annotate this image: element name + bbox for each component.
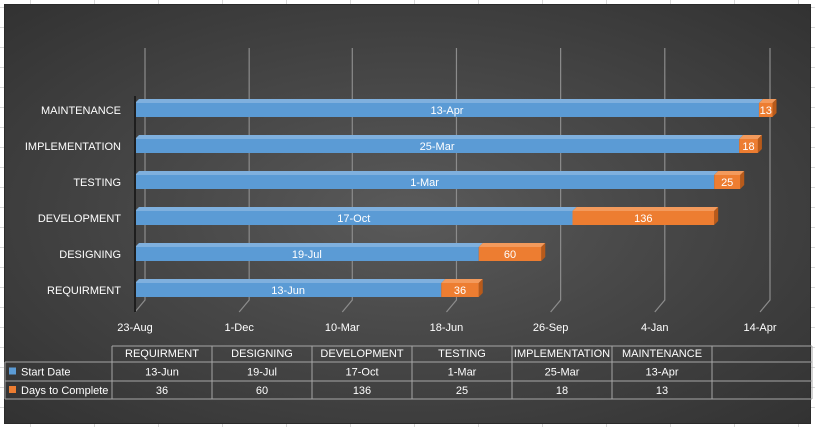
category-label: TESTING [73,177,121,189]
category-label: MAINTENANCE [41,105,121,117]
legend-label: Start Date [21,367,71,379]
table-header: DEVELOPMENT [320,348,403,360]
data-label: 36 [454,285,466,297]
bar-front-face [572,211,715,225]
x-tick-label: 14-Apr [743,322,776,334]
data-label: 60 [504,249,516,261]
x-tick-label: 10-Mar [325,322,360,334]
bar-side-face [541,243,546,261]
data-label: 25-Mar [420,141,455,153]
bar-days-to-complete: 36 [441,279,483,297]
gridline [238,48,250,313]
bar-top-face [758,99,777,103]
bar-days-to-complete: 25 [714,171,745,189]
bar-front-face [135,139,740,153]
data-label: 17-Oct [337,213,370,225]
table-header: DESIGNING [231,348,293,360]
table-cell: 25-Mar [545,367,580,379]
bar-start-date: 19-Jul [135,243,483,261]
data-label: 136 [634,213,652,225]
bar-start-date: 25-Mar [135,135,744,153]
bar-side-face [772,99,777,117]
gridline [341,48,353,313]
gridline [134,48,146,313]
bar-days-to-complete: 136 [572,207,719,225]
bar-top-face [135,99,763,103]
bar-side-face [714,207,719,225]
table-cell: 18 [556,385,568,397]
table-cell: 19-Jul [247,367,277,379]
bar-front-face [135,247,479,261]
table-cell: 13 [656,385,668,397]
bar-top-face [572,207,719,211]
table-cell: 1-Mar [448,367,477,379]
bar-days-to-complete: 13 [758,99,777,117]
table-header: REQUIRMENT [125,348,199,360]
bar-front-face [135,175,715,189]
gridline [759,48,771,313]
data-label: 18 [742,141,754,153]
table-cell: 60 [256,385,268,397]
bar-front-face [478,247,542,261]
category-label: IMPLEMENTATION [25,141,121,153]
gridline [550,48,562,313]
bar-front-face [739,139,758,153]
table-cell: 17-Oct [345,367,378,379]
bar-days-to-complete: 18 [739,135,762,153]
table-cell: 136 [353,385,371,397]
bar-front-face [135,211,573,225]
bar-start-date: 1-Mar [135,171,719,189]
bar-side-face [740,171,745,189]
legend-swatch [9,386,16,393]
bar-start-date: 13-Apr [135,99,763,117]
table-header: TESTING [438,348,486,360]
bar-top-face [739,135,762,139]
x-tick-label: 23-Aug [117,322,152,334]
bar-side-face [478,279,483,297]
bar-front-face [441,283,479,297]
x-tick-label: 26-Sep [533,322,568,334]
bar-start-date: 13-Jun [135,279,446,297]
bar-top-face [135,171,719,175]
bar-top-face [714,171,745,175]
bar-front-face [135,103,759,117]
gridline [445,48,458,313]
table-cell: 25 [456,385,468,397]
data-label: 19-Jul [292,249,322,261]
bar-top-face [135,207,577,211]
category-label: DEVELOPMENT [38,213,121,225]
bar-top-face [478,243,546,247]
category-label: DESIGNING [59,249,121,261]
bar-front-face [758,103,773,117]
data-label: 13-Apr [430,105,463,117]
data-label: 1-Mar [410,177,439,189]
table-cell: 13-Jun [145,367,179,379]
bar-top-face [135,243,483,247]
table-cell: 36 [156,385,168,397]
data-label: 13 [760,105,772,117]
legend-swatch [9,367,16,375]
category-label: REQUIRMENT [47,285,121,297]
data-label: 25 [721,177,733,189]
bar-front-face [714,175,741,189]
legend-label: Days to Complete [21,385,108,397]
bar-start-date: 17-Oct [135,207,577,225]
bar-top-face [135,135,744,139]
bar-top-face [441,279,483,283]
table-cell: 13-Apr [645,367,678,379]
bar-top-face [135,279,446,283]
x-tick-label: 18-Jun [430,322,464,334]
gridline [654,48,666,313]
data-label: 13-Jun [271,285,305,297]
table-header: IMPLEMENTATION [514,348,610,360]
bar-side-face [757,135,762,153]
x-tick-label: 4-Jan [641,322,669,334]
table-header: MAINTENANCE [622,348,702,360]
bar-front-face [135,283,442,297]
x-tick-label: 1-Dec [224,322,254,334]
bar-days-to-complete: 60 [478,243,546,261]
